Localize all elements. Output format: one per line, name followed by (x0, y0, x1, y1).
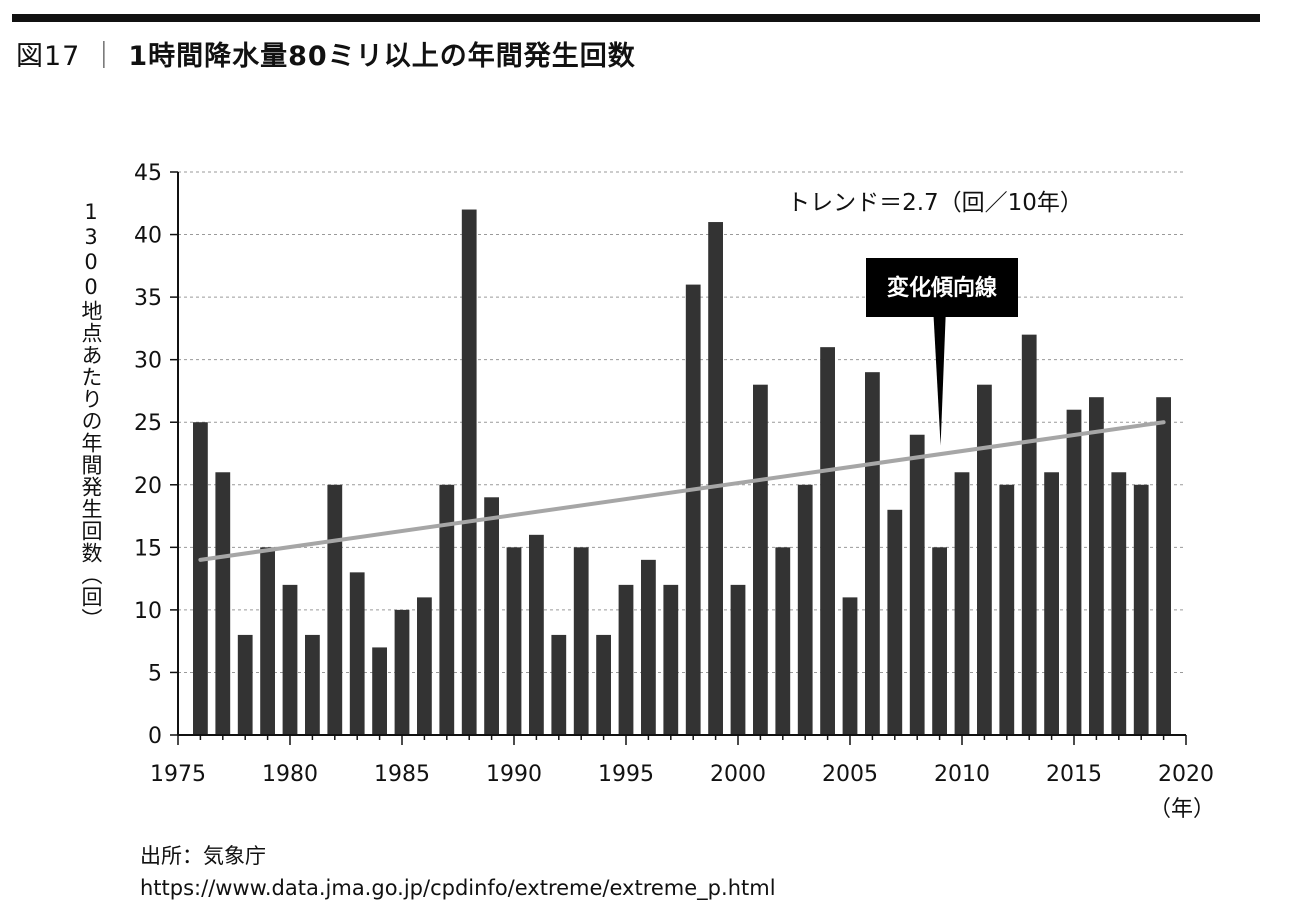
x-tick-label: 1995 (598, 762, 654, 787)
y-axis-label: 1300地点あたりの年間発生回数（回） (79, 200, 103, 630)
source-label: 出所：気象庁 (140, 844, 266, 868)
bar-2002 (775, 547, 791, 735)
bar-1987 (439, 484, 455, 735)
y-tick-label: 30 (134, 349, 162, 374)
x-tick-label: 1975 (150, 762, 206, 787)
bar-2016 (1089, 397, 1104, 735)
callout-pointer (933, 317, 946, 446)
bar-1995 (618, 584, 634, 735)
y-tick-label: 0 (148, 724, 162, 749)
bar-1991 (529, 534, 544, 735)
bar-1998 (685, 284, 701, 735)
bar-1994 (596, 634, 611, 735)
x-tick-label: 2015 (1046, 762, 1102, 787)
bar-1990 (506, 547, 522, 735)
bar-1981 (305, 634, 320, 735)
y-tick-label: 25 (134, 411, 162, 436)
y-tick-label: 5 (148, 661, 162, 686)
y-tick-label: 45 (134, 161, 162, 186)
bar-1976 (193, 422, 208, 735)
bar-2019 (1156, 397, 1171, 735)
bar-2015 (1066, 409, 1082, 735)
bar-1996 (641, 559, 656, 735)
trend-line (198, 420, 1166, 562)
callout-box (866, 258, 1018, 317)
x-tick-label: 1990 (486, 762, 542, 787)
x-tick-label: 2010 (934, 762, 990, 787)
top-rule (12, 14, 1260, 22)
y-tick-label: 35 (134, 286, 162, 311)
bar-2000 (730, 584, 746, 735)
bar-1980 (282, 584, 298, 735)
bar-1989 (484, 497, 499, 735)
bar-2014 (1044, 472, 1059, 735)
bar-2013 (1021, 334, 1037, 735)
source-url: https://www.data.jma.go.jp/cpdinfo/extre… (140, 876, 776, 900)
bar-2004 (820, 347, 835, 735)
x-tick-label: 1985 (374, 762, 430, 787)
x-tick-label: 2020 (1158, 762, 1214, 787)
x-tick-label: 2000 (710, 762, 766, 787)
callout-label: 変化傾向線 (887, 275, 997, 301)
x-tick-label: 2005 (822, 762, 878, 787)
title-separator: ｜ (90, 41, 119, 72)
bar-2011 (977, 384, 992, 735)
bar-1977 (215, 472, 231, 735)
bar-2010 (954, 472, 970, 735)
figure-title: 図17 ｜ 1時間降水量80ミリ以上の年間発生回数 (16, 34, 636, 73)
bar-2003 (797, 484, 813, 735)
bar-1999 (708, 222, 723, 736)
figure-title-text: 1時間降水量80ミリ以上の年間発生回数 (128, 41, 636, 72)
bar-2008 (909, 434, 925, 735)
bar-2009 (932, 547, 947, 735)
bar-1993 (573, 547, 589, 735)
bar-2006 (865, 372, 880, 735)
source-block: 出所：気象庁 https://www.data.jma.go.jp/cpdinf… (140, 840, 776, 904)
bar-1984 (372, 647, 387, 735)
bar-1986 (417, 597, 432, 735)
y-tick-label: 15 (134, 536, 162, 561)
bar-1997 (663, 584, 679, 735)
x-axis-label: （年） (1149, 797, 1215, 822)
bar-1988 (461, 209, 477, 736)
bar-1979 (260, 547, 275, 735)
bar-1983 (349, 572, 365, 735)
trend-label: トレンド＝2.7（回／10年） (787, 190, 1083, 216)
bar-2007 (887, 509, 903, 735)
bar-2017 (1111, 472, 1127, 735)
y-tick-label: 20 (134, 474, 162, 499)
y-tick-label: 10 (134, 599, 162, 624)
bar-1985 (394, 609, 410, 735)
bar-2018 (1133, 484, 1149, 735)
bar-1982 (327, 484, 343, 735)
bar-1992 (551, 634, 567, 735)
bar-2012 (999, 484, 1015, 735)
y-tick-label: 40 (134, 224, 162, 249)
bar-2001 (753, 384, 768, 735)
bar-2005 (842, 597, 858, 735)
x-tick-label: 1980 (262, 762, 318, 787)
bar-1978 (237, 634, 253, 735)
figure-number: 図17 (16, 41, 81, 72)
